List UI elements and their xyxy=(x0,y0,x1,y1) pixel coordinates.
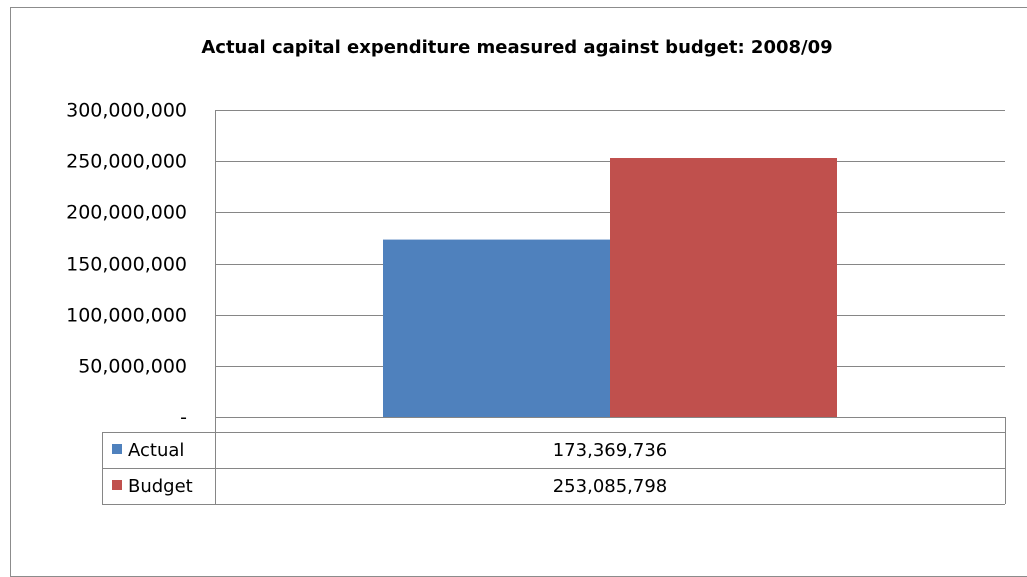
data-label-actual: 173,369,736 xyxy=(553,440,668,461)
bar-actual xyxy=(383,239,610,417)
y-tick-label: 300,000,000 xyxy=(66,100,187,122)
data-table: Actual 173,369,736 Budget 253,085,798 xyxy=(102,110,1006,505)
y-tick-label: 250,000,000 xyxy=(66,151,187,173)
chart-title: Actual capital expenditure measured agai… xyxy=(201,37,832,58)
y-axis-ticks: - 50,000,000 100,000,000 150,000,000 200,000… xyxy=(66,100,187,429)
y-tick-label: 150,000,000 xyxy=(66,254,187,276)
y-tick-label: 50,000,000 xyxy=(78,356,187,378)
legend-swatch-actual xyxy=(112,444,122,454)
data-label-budget: 253,085,798 xyxy=(553,476,668,497)
legend-swatch-budget xyxy=(112,480,122,490)
y-tick-label: - xyxy=(180,407,187,429)
bar-budget xyxy=(610,158,837,418)
legend-label-actual: Actual xyxy=(128,440,184,461)
y-tick-label: 200,000,000 xyxy=(66,202,187,224)
y-tick-label: 100,000,000 xyxy=(66,305,187,327)
chart: Actual capital expenditure measured agai… xyxy=(66,37,1006,505)
bars xyxy=(383,158,837,418)
legend-label-budget: Budget xyxy=(128,476,193,497)
